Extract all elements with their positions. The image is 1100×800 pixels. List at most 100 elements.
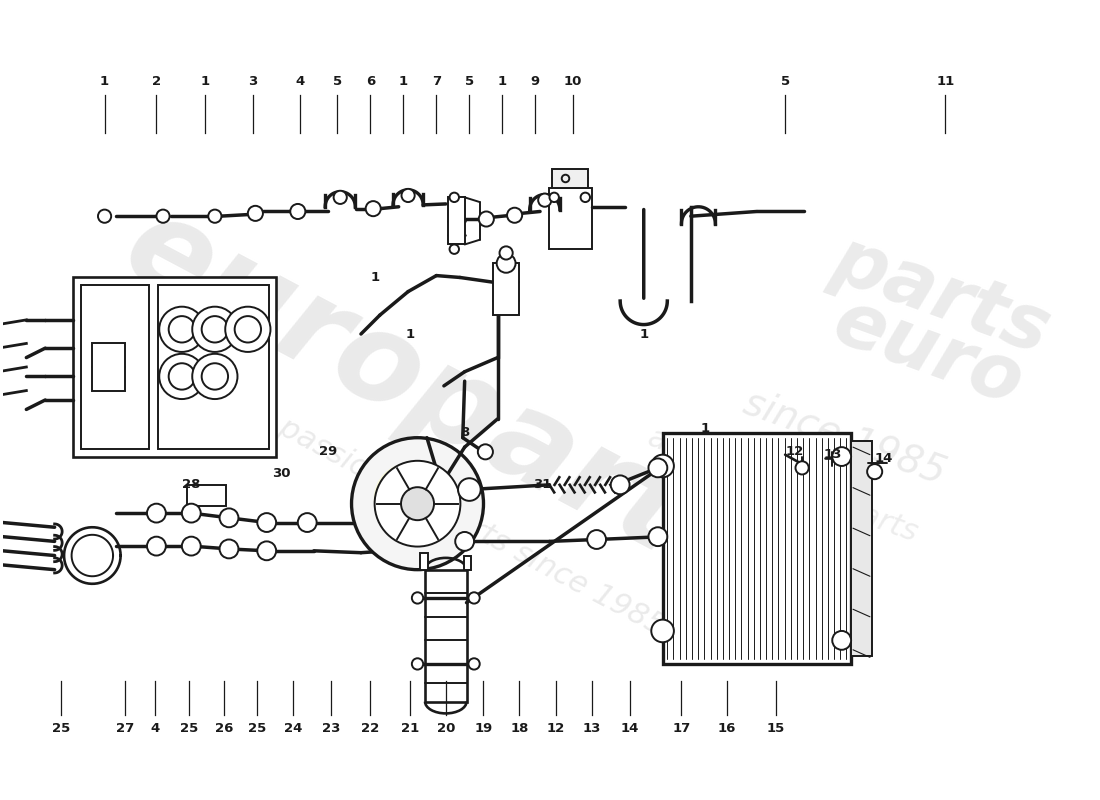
Circle shape [257, 513, 276, 532]
Circle shape [587, 530, 606, 549]
Circle shape [450, 245, 459, 254]
Circle shape [455, 532, 474, 551]
Text: 14: 14 [874, 452, 893, 465]
Text: 19: 19 [474, 722, 493, 734]
Text: 3: 3 [248, 75, 257, 88]
Circle shape [182, 504, 200, 522]
Circle shape [651, 454, 674, 478]
Text: 20: 20 [437, 722, 455, 734]
Circle shape [365, 201, 381, 216]
Text: 24: 24 [284, 722, 302, 734]
Circle shape [450, 193, 459, 202]
Bar [420, 553, 428, 570]
Text: 30: 30 [272, 467, 290, 480]
Bar [464, 555, 471, 570]
Bar [187, 485, 227, 506]
Text: 15: 15 [767, 722, 784, 734]
Text: 1: 1 [399, 75, 408, 88]
Circle shape [651, 620, 674, 642]
Text: 1: 1 [639, 327, 648, 341]
Circle shape [581, 193, 590, 202]
Bar [425, 570, 466, 702]
Circle shape [182, 537, 200, 555]
Circle shape [497, 254, 516, 273]
Text: 5: 5 [333, 75, 342, 88]
Text: a passion for parts since 1985: a passion for parts since 1985 [249, 400, 669, 642]
Circle shape [234, 316, 261, 342]
Text: 1: 1 [701, 422, 710, 434]
Circle shape [402, 487, 434, 520]
Circle shape [160, 306, 205, 352]
Text: 17: 17 [672, 722, 691, 734]
Circle shape [147, 537, 166, 555]
Text: 13: 13 [583, 722, 601, 734]
Circle shape [499, 246, 513, 259]
Bar [448, 198, 464, 245]
Text: 1: 1 [100, 75, 109, 88]
Circle shape [458, 478, 481, 501]
Circle shape [649, 527, 668, 546]
Circle shape [402, 189, 415, 202]
Text: 1: 1 [406, 327, 415, 341]
Text: since 1985: since 1985 [738, 383, 950, 492]
Circle shape [867, 464, 882, 479]
Text: 29: 29 [319, 446, 337, 458]
Circle shape [538, 194, 551, 206]
Text: 10: 10 [564, 75, 582, 88]
Circle shape [192, 354, 238, 399]
Circle shape [550, 193, 559, 202]
Bar [74, 278, 276, 457]
Text: 25: 25 [249, 722, 266, 734]
Text: parts: parts [823, 223, 1060, 370]
Circle shape [374, 462, 447, 535]
Text: 25: 25 [52, 722, 70, 734]
Text: 1: 1 [498, 75, 507, 88]
Circle shape [201, 316, 228, 342]
Circle shape [290, 204, 306, 219]
Text: 2: 2 [152, 75, 161, 88]
Text: 4: 4 [295, 75, 305, 88]
Text: 23: 23 [321, 722, 340, 734]
Circle shape [477, 444, 493, 459]
Circle shape [352, 438, 484, 570]
Circle shape [201, 363, 228, 390]
Text: 18: 18 [510, 722, 528, 734]
Text: 13: 13 [823, 448, 842, 461]
Text: 8: 8 [460, 426, 470, 439]
Text: 5: 5 [781, 75, 790, 88]
Circle shape [147, 504, 166, 522]
Text: 31: 31 [532, 478, 551, 491]
Text: 1: 1 [371, 271, 380, 284]
Bar [493, 263, 519, 315]
Circle shape [649, 458, 668, 478]
Text: 12: 12 [785, 446, 804, 458]
Text: 6: 6 [366, 75, 375, 88]
Text: 21: 21 [400, 722, 419, 734]
Circle shape [469, 592, 480, 603]
Circle shape [257, 542, 276, 560]
Text: 25: 25 [180, 722, 198, 734]
Circle shape [610, 475, 629, 494]
Bar [92, 343, 125, 390]
Text: 4: 4 [151, 722, 161, 734]
Text: 7: 7 [432, 75, 441, 88]
Text: 5: 5 [465, 75, 474, 88]
Circle shape [411, 658, 424, 670]
Text: 9: 9 [531, 75, 540, 88]
Circle shape [192, 306, 238, 352]
Circle shape [98, 210, 111, 222]
Circle shape [220, 539, 239, 558]
Text: europarts: europarts [104, 185, 772, 615]
Circle shape [226, 306, 271, 352]
Text: 14: 14 [620, 722, 639, 734]
Circle shape [375, 461, 461, 546]
Text: euro: euro [823, 285, 1033, 421]
Text: 1: 1 [201, 75, 210, 88]
Circle shape [833, 447, 851, 466]
Circle shape [208, 210, 221, 222]
Circle shape [248, 206, 263, 221]
Circle shape [478, 211, 494, 226]
Bar [550, 188, 592, 249]
Circle shape [469, 658, 480, 670]
Bar [851, 441, 872, 656]
